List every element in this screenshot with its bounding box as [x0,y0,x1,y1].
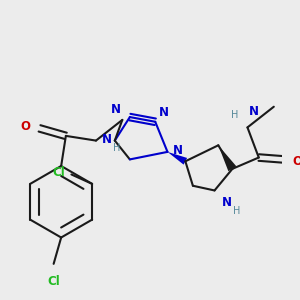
Text: N: N [102,133,112,146]
Polygon shape [167,152,187,165]
Text: O: O [292,155,300,168]
Text: H: H [113,143,120,153]
Text: H: H [233,206,241,215]
Text: Cl: Cl [47,275,60,288]
Text: O: O [20,120,30,133]
Polygon shape [218,145,236,171]
Text: N: N [110,103,120,116]
Text: N: N [222,196,232,209]
Text: N: N [173,143,183,157]
Text: H: H [231,110,238,120]
Text: N: N [249,105,259,118]
Text: N: N [159,106,169,119]
Text: Cl: Cl [52,166,65,179]
